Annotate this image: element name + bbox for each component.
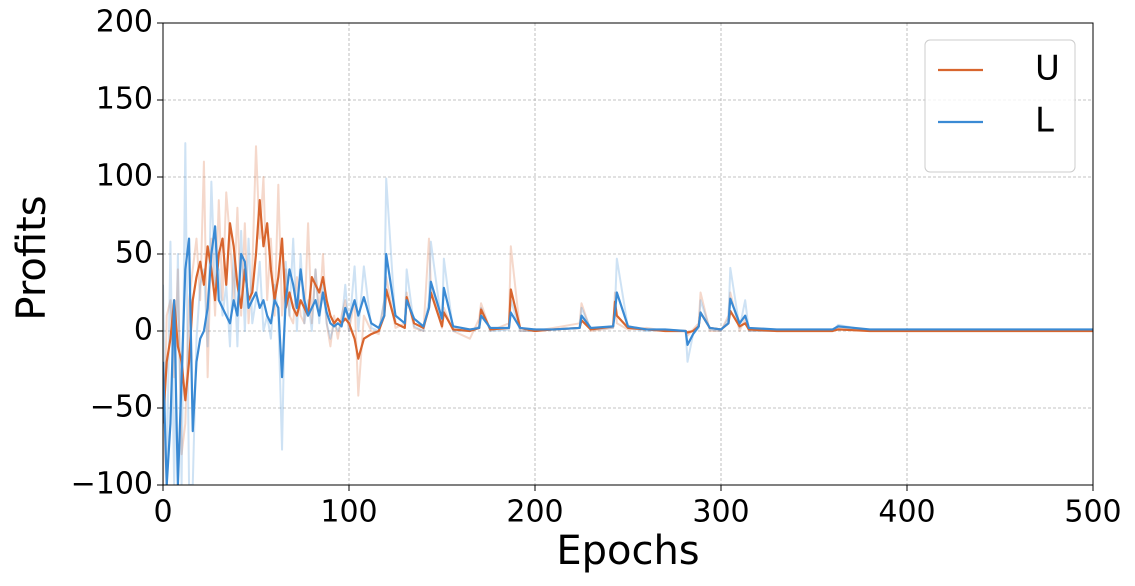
y-tick-label: 150 — [96, 82, 153, 117]
plot-frame — [162, 22, 1094, 486]
raw-line — [163, 145, 1093, 485]
x-tick-label: 300 — [692, 495, 749, 530]
x-tick-label: 100 — [320, 495, 377, 530]
x-tick-label: 500 — [1064, 495, 1121, 530]
y-tick-label: 0 — [134, 313, 153, 348]
x-axis-label: Epochs — [556, 528, 699, 574]
legend-label: L — [1035, 101, 1054, 141]
x-tick-label: 400 — [878, 495, 935, 530]
raw-line — [163, 142, 1093, 485]
plot-lines — [163, 142, 1093, 485]
legend-label: U — [1035, 49, 1060, 89]
x-tick-label: 200 — [506, 495, 563, 530]
y-tick-label: −50 — [90, 390, 153, 425]
y-tick-label: −100 — [71, 467, 153, 502]
legend-box — [924, 39, 1076, 173]
y-tick-label: 50 — [115, 236, 153, 271]
x-tick-label: 0 — [153, 495, 172, 530]
series-line — [163, 225, 1093, 485]
y-tick-label: 200 — [96, 5, 153, 40]
series-line — [163, 199, 1093, 424]
y-tick-label: 100 — [96, 159, 153, 194]
y-axis-label: Profits — [9, 195, 55, 320]
